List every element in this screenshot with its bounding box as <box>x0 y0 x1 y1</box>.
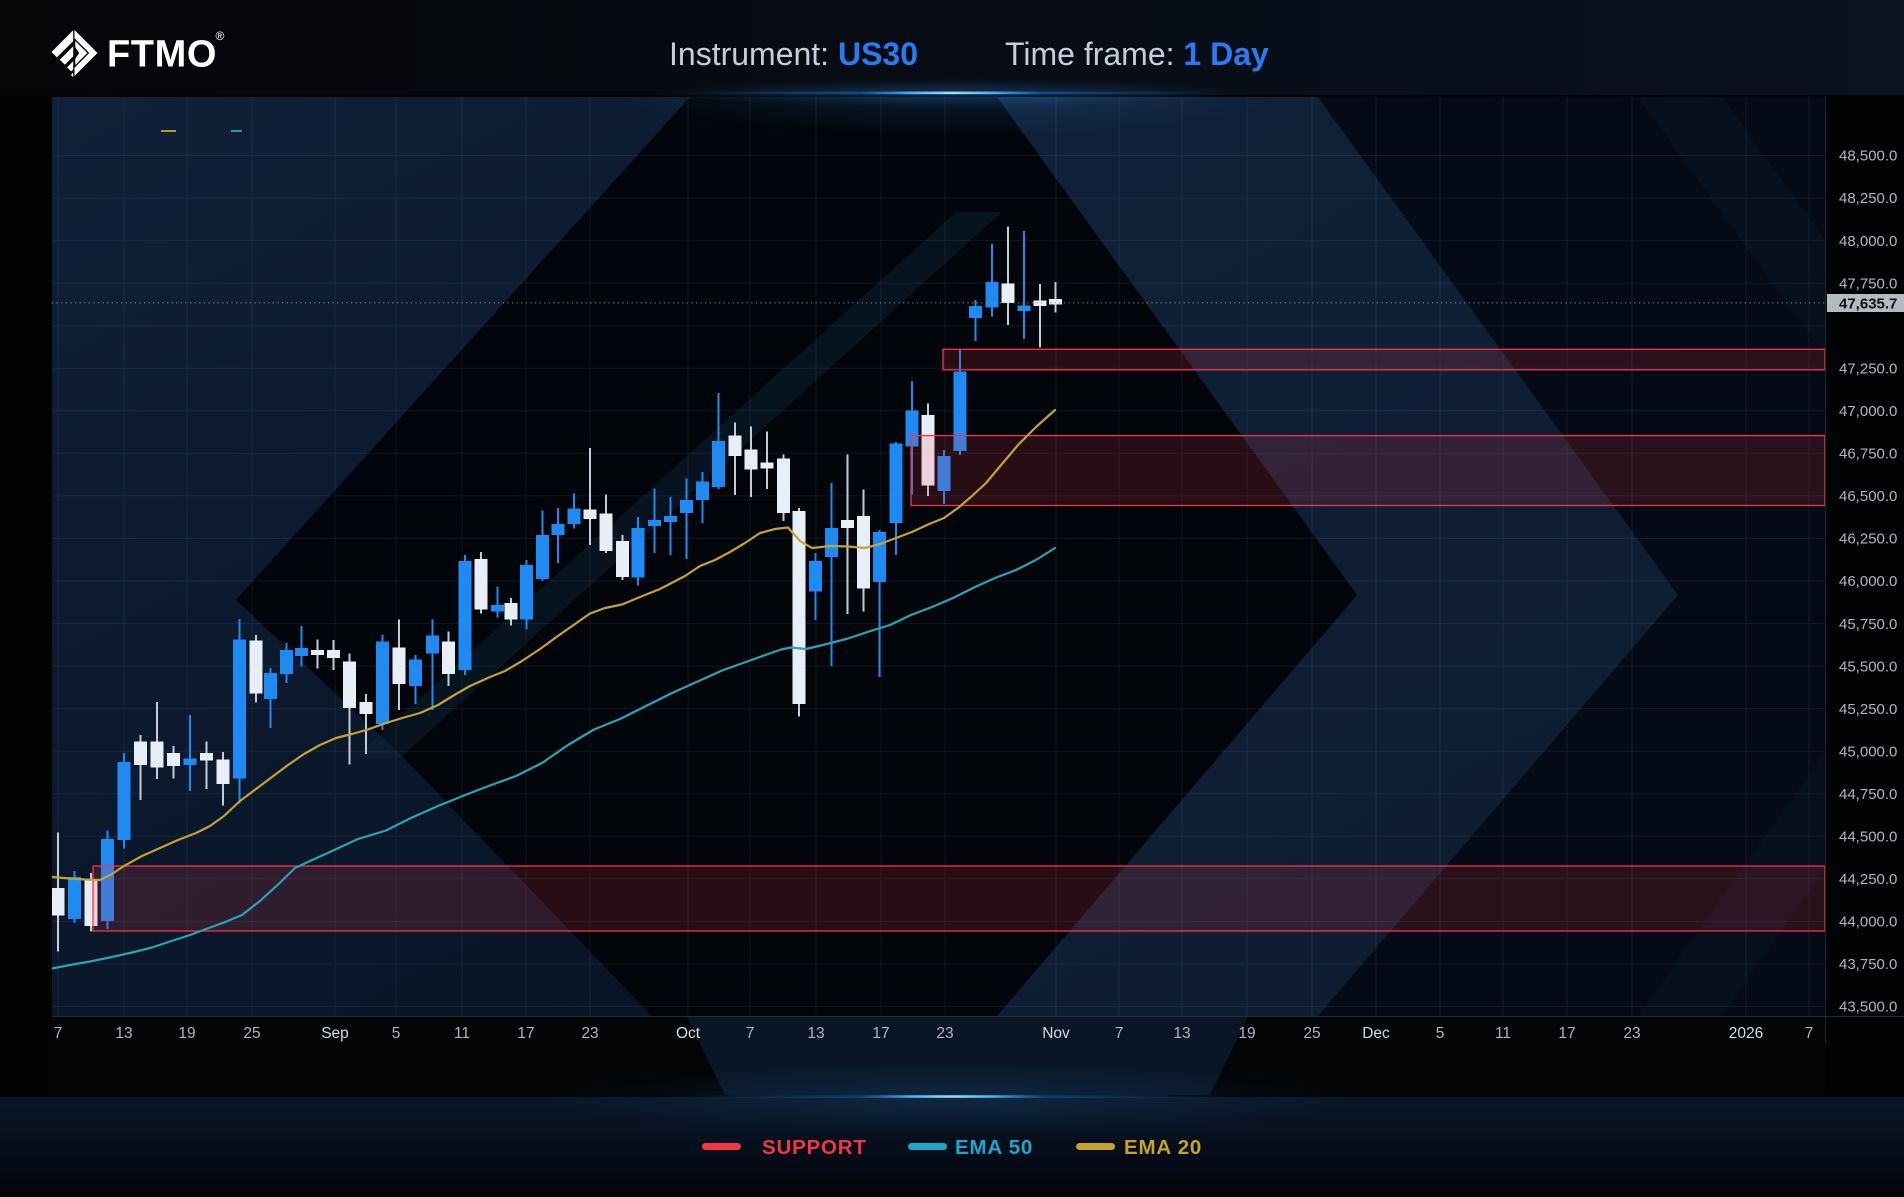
svg-text:25: 25 <box>243 1025 260 1042</box>
svg-text:5: 5 <box>1436 1025 1445 1042</box>
svg-text:43,750.0: 43,750.0 <box>1839 956 1897 973</box>
svg-text:FTMO: FTMO <box>107 34 217 76</box>
svg-text:EMA 20: EMA 20 <box>1124 1136 1202 1159</box>
svg-text:11: 11 <box>454 1025 470 1042</box>
svg-text:25: 25 <box>1303 1025 1320 1042</box>
svg-text:45,500.0: 45,500.0 <box>1839 658 1897 675</box>
svg-text:48,250.0: 48,250.0 <box>1839 190 1897 207</box>
svg-text:7: 7 <box>1805 1025 1814 1042</box>
svg-text:45,000.0: 45,000.0 <box>1839 743 1897 760</box>
svg-text:44,250.0: 44,250.0 <box>1839 871 1897 888</box>
svg-text:47,750.0: 47,750.0 <box>1839 275 1897 292</box>
svg-text:19: 19 <box>178 1025 195 1042</box>
svg-text:19: 19 <box>1238 1025 1255 1042</box>
svg-text:Oct: Oct <box>676 1025 701 1042</box>
svg-text:13: 13 <box>1173 1025 1190 1042</box>
svg-text:SUPPORT: SUPPORT <box>762 1136 867 1159</box>
svg-text:47,635.7: 47,635.7 <box>1839 296 1897 313</box>
svg-text:46,000.0: 46,000.0 <box>1839 573 1897 590</box>
svg-text:5: 5 <box>392 1025 401 1042</box>
svg-text:47,000.0: 47,000.0 <box>1839 403 1897 420</box>
svg-text:7: 7 <box>1115 1025 1124 1042</box>
svg-text:17: 17 <box>872 1025 889 1042</box>
svg-text:23: 23 <box>936 1025 953 1042</box>
svg-text:44,000.0: 44,000.0 <box>1839 914 1897 931</box>
svg-text:13: 13 <box>115 1025 132 1042</box>
svg-text:Time frame: 1 Day: Time frame: 1 Day <box>1005 36 1269 72</box>
svg-text:23: 23 <box>1623 1025 1640 1042</box>
svg-text:46,500.0: 46,500.0 <box>1839 488 1897 505</box>
svg-text:EMA 50: EMA 50 <box>955 1136 1033 1159</box>
svg-text:2026: 2026 <box>1729 1025 1763 1042</box>
svg-text:45,750.0: 45,750.0 <box>1839 616 1897 633</box>
svg-text:7: 7 <box>54 1025 63 1042</box>
svg-text:43,500.0: 43,500.0 <box>1839 999 1897 1016</box>
svg-text:11: 11 <box>1495 1025 1511 1042</box>
svg-text:23: 23 <box>581 1025 598 1042</box>
svg-text:17: 17 <box>517 1025 534 1042</box>
svg-text:48,500.0: 48,500.0 <box>1839 148 1897 165</box>
svg-text:46,750.0: 46,750.0 <box>1839 446 1897 463</box>
svg-text:Sep: Sep <box>321 1025 349 1042</box>
svg-text:44,500.0: 44,500.0 <box>1839 829 1897 846</box>
svg-text:®: ® <box>216 29 225 43</box>
svg-text:46,250.0: 46,250.0 <box>1839 531 1897 548</box>
svg-text:Dec: Dec <box>1362 1025 1390 1042</box>
svg-text:Instrument: US30: Instrument: US30 <box>669 36 918 72</box>
svg-text:Nov: Nov <box>1042 1025 1070 1042</box>
svg-text:13: 13 <box>807 1025 824 1042</box>
svg-text:47,250.0: 47,250.0 <box>1839 360 1897 377</box>
svg-text:45,250.0: 45,250.0 <box>1839 701 1897 718</box>
svg-text:48,000.0: 48,000.0 <box>1839 233 1897 250</box>
svg-text:44,750.0: 44,750.0 <box>1839 786 1897 803</box>
svg-text:17: 17 <box>1558 1025 1575 1042</box>
svg-text:7: 7 <box>746 1025 755 1042</box>
